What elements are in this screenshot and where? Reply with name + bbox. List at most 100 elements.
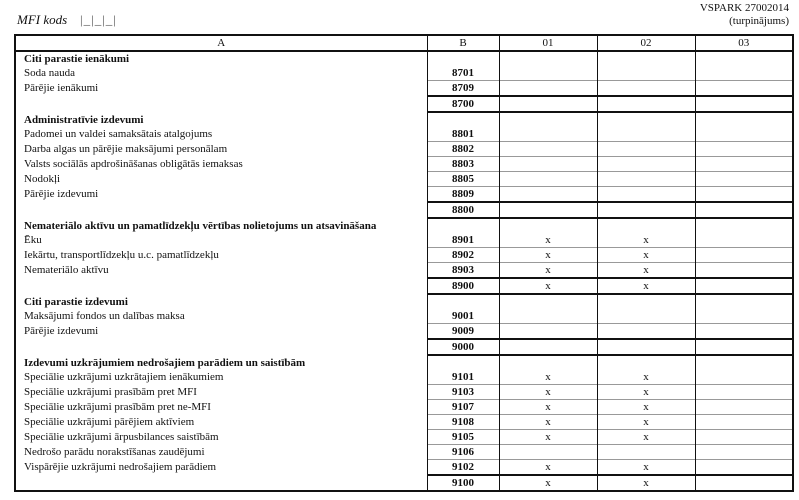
value-cell-02[interactable]: x bbox=[596, 247, 696, 263]
row-code: 8701 bbox=[426, 66, 500, 81]
value-cell-01[interactable] bbox=[498, 80, 598, 96]
value-cell-02[interactable] bbox=[596, 217, 696, 233]
row-label: Ēku bbox=[14, 233, 428, 248]
value-cell-01[interactable] bbox=[498, 293, 598, 309]
value-cell-02[interactable] bbox=[596, 309, 696, 324]
value-cell-01[interactable] bbox=[498, 141, 598, 157]
value-cell-02[interactable]: x bbox=[596, 474, 696, 491]
value-cell-02[interactable] bbox=[596, 50, 696, 66]
value-cell-01[interactable]: x bbox=[498, 459, 598, 475]
value-cell-01[interactable] bbox=[498, 111, 598, 127]
value-cell-02[interactable] bbox=[596, 171, 696, 187]
value-cell-02[interactable]: x bbox=[596, 429, 696, 445]
value-cell-01[interactable] bbox=[498, 186, 598, 202]
value-cell-03[interactable] bbox=[694, 277, 794, 294]
value-cell-03[interactable] bbox=[694, 247, 794, 263]
total-code: 9000 bbox=[426, 338, 500, 355]
value-cell-03[interactable] bbox=[694, 384, 794, 400]
total-label bbox=[14, 96, 428, 112]
value-cell-02[interactable]: x bbox=[596, 262, 696, 278]
value-cell-03[interactable] bbox=[694, 474, 794, 491]
table-row: Nedrošo parādu norakstīšanas zaudējumi 91… bbox=[14, 444, 794, 460]
value-cell-02[interactable]: x bbox=[596, 233, 696, 248]
value-cell-01[interactable] bbox=[498, 338, 598, 355]
row-label: Nodokļi bbox=[14, 171, 428, 187]
value-cell-03[interactable] bbox=[694, 50, 794, 66]
value-cell-01[interactable]: x bbox=[498, 474, 598, 491]
value-cell-03[interactable] bbox=[694, 370, 794, 385]
value-cell-01[interactable] bbox=[498, 171, 598, 187]
value-cell-02[interactable] bbox=[596, 127, 696, 142]
table-row: Valsts sociālās apdrošināšanas obligātās… bbox=[14, 156, 794, 172]
value-cell-02[interactable]: x bbox=[596, 384, 696, 400]
value-cell-01[interactable]: x bbox=[498, 384, 598, 400]
value-cell-02[interactable] bbox=[596, 323, 696, 339]
value-cell-03[interactable] bbox=[694, 233, 794, 248]
value-cell-02[interactable]: x bbox=[596, 399, 696, 415]
value-cell-03[interactable] bbox=[694, 309, 794, 324]
value-cell-01[interactable]: x bbox=[498, 247, 598, 263]
value-cell-01[interactable] bbox=[498, 127, 598, 142]
value-cell-02[interactable] bbox=[596, 80, 696, 96]
value-cell-02[interactable] bbox=[596, 141, 696, 157]
value-cell-01[interactable]: x bbox=[498, 414, 598, 430]
value-cell-03[interactable] bbox=[694, 171, 794, 187]
value-cell-03[interactable] bbox=[694, 399, 794, 415]
value-cell-03[interactable] bbox=[694, 459, 794, 475]
value-cell-01[interactable] bbox=[498, 444, 598, 460]
value-cell-01[interactable]: x bbox=[498, 277, 598, 294]
value-cell-02[interactable]: x bbox=[596, 459, 696, 475]
value-cell-02[interactable] bbox=[596, 444, 696, 460]
value-cell-01[interactable]: x bbox=[498, 429, 598, 445]
value-cell-01[interactable] bbox=[498, 354, 598, 370]
value-cell-03[interactable] bbox=[694, 201, 794, 218]
value-cell-02[interactable]: x bbox=[596, 414, 696, 430]
value-cell-03[interactable] bbox=[694, 444, 794, 460]
value-cell-02[interactable] bbox=[596, 186, 696, 202]
value-cell-03[interactable] bbox=[694, 95, 794, 112]
value-cell-01[interactable] bbox=[498, 156, 598, 172]
value-cell-01[interactable] bbox=[498, 66, 598, 81]
value-cell-03[interactable] bbox=[694, 127, 794, 142]
value-cell-03[interactable] bbox=[694, 186, 794, 202]
value-cell-02[interactable]: x bbox=[596, 370, 696, 385]
value-cell-03[interactable] bbox=[694, 141, 794, 157]
value-cell-03[interactable] bbox=[694, 66, 794, 81]
value-cell-03[interactable] bbox=[694, 156, 794, 172]
value-cell-03[interactable] bbox=[694, 429, 794, 445]
value-cell-02[interactable] bbox=[596, 156, 696, 172]
value-cell-02[interactable] bbox=[596, 338, 696, 355]
value-cell-03[interactable] bbox=[694, 217, 794, 233]
value-cell-03[interactable] bbox=[694, 262, 794, 278]
value-cell-01[interactable] bbox=[498, 95, 598, 112]
value-cell-01[interactable] bbox=[498, 201, 598, 218]
value-cell-02[interactable] bbox=[596, 111, 696, 127]
value-cell-02[interactable] bbox=[596, 95, 696, 112]
value-cell-03[interactable] bbox=[694, 111, 794, 127]
value-cell-03[interactable] bbox=[694, 323, 794, 339]
value-cell-03[interactable] bbox=[694, 414, 794, 430]
value-cell-03[interactable] bbox=[694, 338, 794, 355]
value-cell-01[interactable] bbox=[498, 309, 598, 324]
value-cell-02[interactable]: x bbox=[596, 277, 696, 294]
value-cell-01[interactable]: x bbox=[498, 370, 598, 385]
table-row: Padomei un valdei samaksātais atalgojums… bbox=[14, 127, 794, 142]
value-cell-02[interactable] bbox=[596, 66, 696, 81]
value-cell-01[interactable] bbox=[498, 217, 598, 233]
value-cell-02[interactable] bbox=[596, 201, 696, 218]
row-label: Speciālie uzkrājumi prasībām pret ne-MFI bbox=[14, 399, 428, 415]
value-cell-03[interactable] bbox=[694, 354, 794, 370]
row-label: Speciālie uzkrājumi pārējiem aktīviem bbox=[14, 414, 428, 430]
value-cell-01[interactable]: x bbox=[498, 233, 598, 248]
value-cell-01[interactable] bbox=[498, 323, 598, 339]
value-cell-03[interactable] bbox=[694, 293, 794, 309]
value-cell-01[interactable]: x bbox=[498, 399, 598, 415]
value-cell-01[interactable] bbox=[498, 50, 598, 66]
value-cell-03[interactable] bbox=[694, 80, 794, 96]
row-label: Soda nauda bbox=[14, 66, 428, 81]
row-label: Pārējie ienākumi bbox=[14, 80, 428, 96]
value-cell-02[interactable] bbox=[596, 354, 696, 370]
value-cell-02[interactable] bbox=[596, 293, 696, 309]
mfi-code-boxes[interactable]: |_|_|_| bbox=[80, 12, 117, 27]
value-cell-01[interactable]: x bbox=[498, 262, 598, 278]
